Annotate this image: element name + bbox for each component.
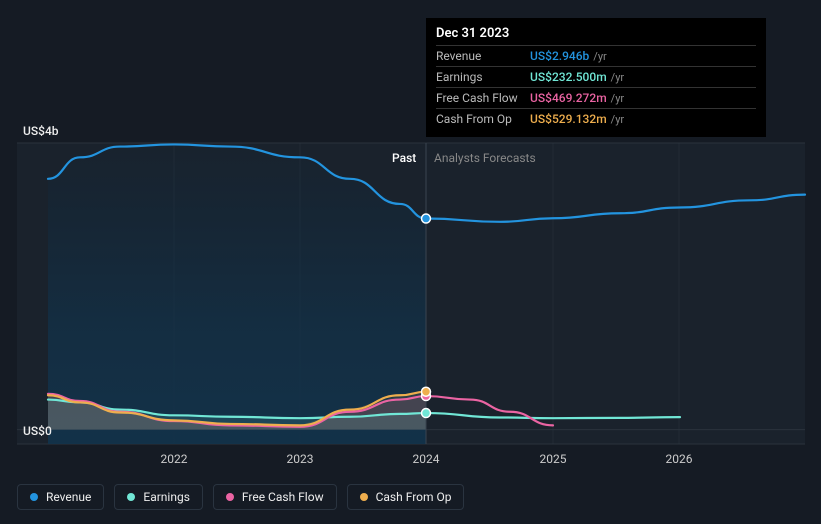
x-axis-tick: 2022 <box>161 452 188 466</box>
y-axis-label-top: US$4b <box>23 124 59 138</box>
tooltip-row: Free Cash FlowUS$469.272m/yr <box>436 87 756 108</box>
tooltip-row-unit: /yr <box>611 113 624 126</box>
tooltip-row-unit: /yr <box>611 92 624 105</box>
tooltip-row-value: US$232.500m <box>530 70 607 84</box>
x-axis-tick: 2023 <box>287 452 314 466</box>
legend-label: Earnings <box>143 490 190 504</box>
tooltip-row-value: US$529.132m <box>530 112 607 126</box>
past-label: Past <box>392 151 416 165</box>
x-axis-tick: 2026 <box>666 452 693 466</box>
legend-item-earnings[interactable]: Earnings <box>114 484 203 510</box>
forecast-label: Analysts Forecasts <box>434 151 536 165</box>
x-axis-tick: 2024 <box>413 452 440 466</box>
legend-item-free-cash-flow[interactable]: Free Cash Flow <box>213 484 337 510</box>
legend-label: Free Cash Flow <box>242 490 324 504</box>
legend-label: Cash From Op <box>376 490 452 504</box>
tooltip-row-unit: /yr <box>611 71 624 84</box>
tooltip-row-unit: /yr <box>593 50 606 63</box>
tooltip-row-label: Free Cash Flow <box>436 91 530 105</box>
tooltip-date: Dec 31 2023 <box>436 26 756 45</box>
tooltip-row-label: Earnings <box>436 70 530 84</box>
legend-item-revenue[interactable]: Revenue <box>17 484 104 510</box>
legend-dot <box>127 493 135 501</box>
legend-item-cash-from-op[interactable]: Cash From Op <box>347 484 465 510</box>
x-axis-tick: 2025 <box>540 452 567 466</box>
tooltip-row: Cash From OpUS$529.132m/yr <box>436 108 756 129</box>
tooltip-row-label: Revenue <box>436 49 530 63</box>
legend-label: Revenue <box>46 490 91 504</box>
tooltip-row: EarningsUS$232.500m/yr <box>436 66 756 87</box>
tooltip-row-label: Cash From Op <box>436 112 530 126</box>
legend-dot <box>360 493 368 501</box>
tooltip-row-value: US$469.272m <box>530 91 607 105</box>
y-axis-label-zero: US$0 <box>23 424 52 438</box>
legend-dot <box>30 493 38 501</box>
tooltip-row-value: US$2.946b <box>530 49 589 63</box>
tooltip-row: RevenueUS$2.946b/yr <box>436 45 756 66</box>
data-tooltip: Dec 31 2023 RevenueUS$2.946b/yrEarningsU… <box>426 18 766 137</box>
legend-dot <box>226 493 234 501</box>
legend: Revenue Earnings Free Cash Flow Cash From O… <box>17 484 464 510</box>
